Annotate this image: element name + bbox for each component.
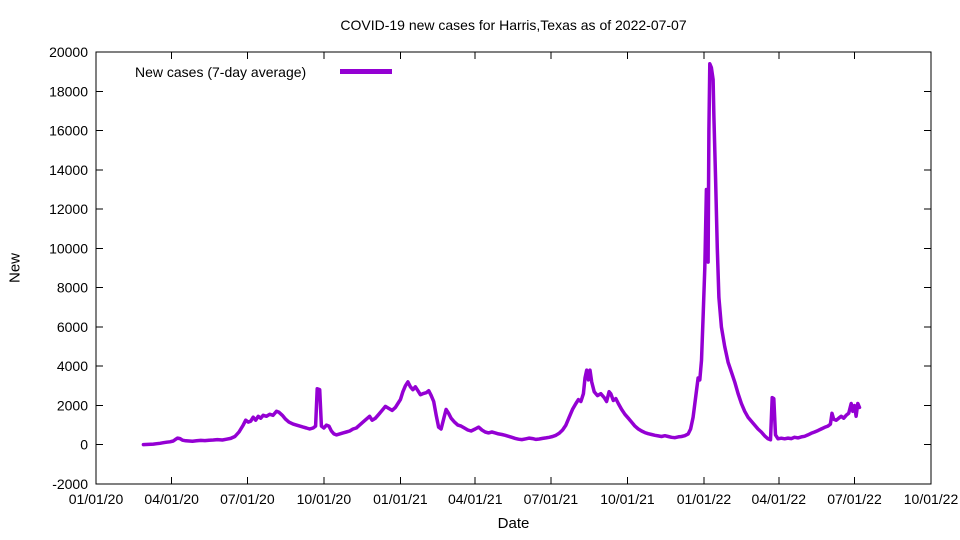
x-tick-label: 04/01/22 [752,491,807,507]
x-tick-label: 01/01/20 [69,491,124,507]
y-tick-label: 4000 [57,358,88,374]
y-tick-label: 0 [80,437,88,453]
x-tick-label: 07/01/21 [524,491,579,507]
y-tick-label: 12000 [49,201,88,217]
y-tick-label: 10000 [49,240,88,256]
x-tick-label: 04/01/20 [144,491,199,507]
x-tick-label: 04/01/21 [448,491,503,507]
y-tick-label: 8000 [57,280,88,296]
y-tick-label: 18000 [49,83,88,99]
y-tick-label: 2000 [57,397,88,413]
x-tick-label: 10/01/22 [904,491,959,507]
y-tick-label: 6000 [57,319,88,335]
y-tick-label: -2000 [52,476,88,492]
x-tick-label: 10/01/20 [297,491,352,507]
data-line [141,62,862,447]
legend-label: New cases (7-day average) [135,64,307,80]
x-axis-label: Date [497,515,530,532]
y-tick-label: 14000 [49,162,88,178]
chart-title: COVID-19 new cases for Harris,Texas as o… [340,17,687,33]
x-tick-label: 07/01/20 [220,491,275,507]
y-axis-label: New [6,252,24,284]
legend-line-sample [340,69,392,74]
plot-border [95,51,932,485]
x-tick-label: 07/01/22 [827,491,882,507]
x-tick-label: 01/01/22 [677,491,732,507]
x-tick-label: 01/01/21 [373,491,428,507]
x-tick-label: 10/01/21 [600,491,655,507]
y-tick-label: 16000 [49,123,88,139]
y-tick-label: 20000 [49,44,88,60]
